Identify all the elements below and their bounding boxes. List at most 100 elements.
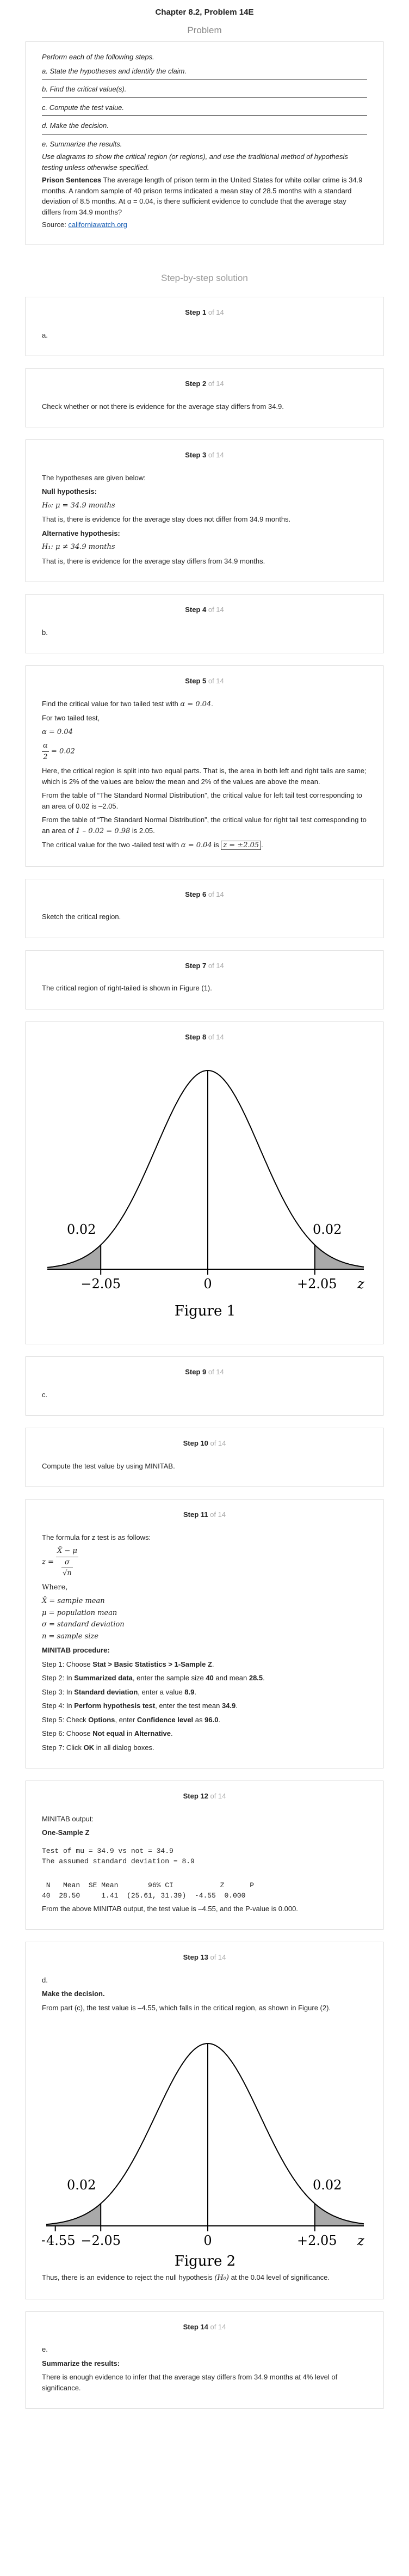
step-5-header: Step 5 of 14 [42,676,367,687]
tick-label-center: 0 [203,1276,212,1292]
axis-variable-label: z [357,1276,364,1292]
hypotheses-intro: The hypotheses are given below: [42,473,146,482]
step-2-text: Check whether or not there is evidence f… [42,402,284,411]
def-standard-deviation: σ = standard deviation [42,1620,125,1629]
solution-heading: Step-by-step solution [161,272,248,283]
step-label: Step 9 [185,1368,207,1376]
output-line-1: Test of mu = 34.9 vs not = 34.9 [42,1846,173,1855]
step-count: of 14 [206,890,224,898]
step-10-header: Step 10 of 14 [42,1438,367,1449]
null-hypothesis-symbol: (H₀) [214,2274,229,2282]
root-n: √n [63,1569,72,1577]
step-label: Step 14 [183,2322,208,2331]
critical-region-explanation: Here, the critical region is split into … [42,767,367,786]
page-title: Chapter 8.2, Problem 14E [155,8,254,17]
step-label: Step 7 [185,961,207,970]
proc-bold: 28.5 [249,1674,263,1682]
step-7-text: The critical region of right-tailed is s… [42,984,212,992]
step-4-text: b. [42,628,48,637]
final-end: . [261,841,263,849]
proc-text: Step 5: Check [42,1715,89,1724]
left-tail-area-label: 0.02 [67,1222,96,1237]
left-tail-shaded-region [46,2204,101,2226]
right-table-end: is 2.05. [130,826,155,835]
minitab-step-6: Step 6: Choose Not equal in Alternative. [42,1728,367,1739]
final-text-mid: is [212,841,221,849]
normal-curve [47,1070,364,1268]
right-tail-table-text: From the table of “The Standard Normal D… [42,815,367,836]
proc-text: in [125,1729,134,1737]
proc-text: Step 4: In [42,1702,75,1710]
def-sample-size: n = sample size [42,1632,98,1641]
figure-1-caption: Figure 1 [175,1303,236,1319]
step-label: Step 11 [183,1510,208,1519]
problem-item-e: e. Summarize the results. [42,139,122,148]
z-formula-intro: The formula for z test is as follows: [42,1533,151,1541]
proc-bold: Confidence level [137,1715,194,1724]
problem-item-c: c. Compute the test value. [42,102,367,116]
step-8-card: Step 8 of 14 0.02 0.02 −2.05 0 +2.05 z F… [25,1021,384,1344]
null-hypothesis-label: Null hypothesis: [42,487,97,495]
normal-curve [46,2042,364,2225]
def-population-mean: μ = population mean [42,1608,117,1617]
z-numerator: X̄ − μ [56,1546,78,1557]
step-2-header: Step 2 of 14 [42,378,367,389]
problem-item-b: b. Find the critical value(s). [42,84,367,98]
step-count: of 14 [206,308,224,316]
problem-intro: Perform each of the following steps. [42,53,154,61]
two-tailed-label: For two tailed test, [42,714,100,722]
tick-label-left: −2.05 [80,1276,121,1292]
step-7-header: Step 7 of 14 [42,960,367,971]
half-alpha-value: = 0.02 [48,747,75,756]
def-sample-mean: X̄ = sample mean [42,1597,105,1605]
step-label: Step 8 [185,1032,207,1041]
problem-heading: Problem [187,25,222,35]
step-5-card: Step 5 of 14 Find the critical value for… [25,665,384,867]
right-tail-area-label: 0.02 [313,2177,342,2193]
output-line-2: The assumed standard deviation = 8.9 [42,1857,195,1865]
sigma-over-root-n: σ √n [61,1557,73,1579]
proc-text: , enter a value [138,1687,185,1696]
output-conclusion: From the above MINITAB output, the test … [42,1904,298,1913]
proc-bold: OK [83,1743,95,1752]
minitab-step-7: Step 7: Click OK in all dialog boxes. [42,1742,367,1753]
proc-text: , enter the sample size [132,1674,206,1682]
source-link[interactable]: californiawatch.org [68,221,127,229]
left-tail-area-label: 0.02 [67,2177,96,2193]
step-4-card: Step 4 of 14 b. [25,594,384,653]
right-table-eq: 1 – 0.02 = 0.98 [76,827,131,835]
proc-bold: Not equal [92,1729,125,1737]
step-3-header: Step 3 of 14 [42,450,367,461]
output-table-row: 40 28.50 1.41 (25.61, 31.39) -4.55 0.000 [42,1892,246,1900]
summary-text: There is enough evidence to infer that t… [42,2373,338,2392]
problem-item-d: d. Make the decision. [42,120,367,134]
step-4-header: Step 4 of 14 [42,604,367,615]
step-6-header: Step 6 of 14 [42,889,367,900]
sigma: σ [61,1557,73,1568]
z-lhs: z = [42,1558,57,1567]
problem-source: Source: californiawatch.org [42,219,367,230]
step-9-card: Step 9 of 14 c. [25,1356,384,1416]
minitab-step-2: Step 2: In Summarized data, enter the sa… [42,1673,367,1684]
proc-bold: Standard deviation [74,1687,138,1696]
critical-value-conclusion: The critical value for the two -tailed t… [42,840,367,851]
step-label: Step 5 [185,677,207,685]
step-count: of 14 [208,1439,226,1447]
step-14-header: Step 14 of 14 [42,2322,367,2333]
problem-instructions: Use diagrams to show the critical region… [42,152,348,172]
source-label: Source: [42,221,69,229]
find-text: Find the critical value for two tailed t… [42,699,181,708]
left-tail-shaded-region [47,1245,101,1269]
step-label: Step 1 [185,308,207,316]
step-count: of 14 [206,1368,224,1376]
output-title: One-Sample Z [42,1828,90,1837]
right-table-text: From the table of “The Standard Normal D… [42,816,367,835]
step-label: Step 3 [185,451,207,459]
tick-label-right: +2.05 [297,1276,337,1292]
prompt-text: The average length of prison term in the… [42,176,363,216]
problem-card: Perform each of the following steps. a. … [25,41,384,245]
fraction-numerator: α [42,741,49,752]
final-alpha: α = 0.04 [181,841,212,849]
minitab-step-1: Step 1: Choose Stat > Basic Statistics >… [42,1659,367,1670]
